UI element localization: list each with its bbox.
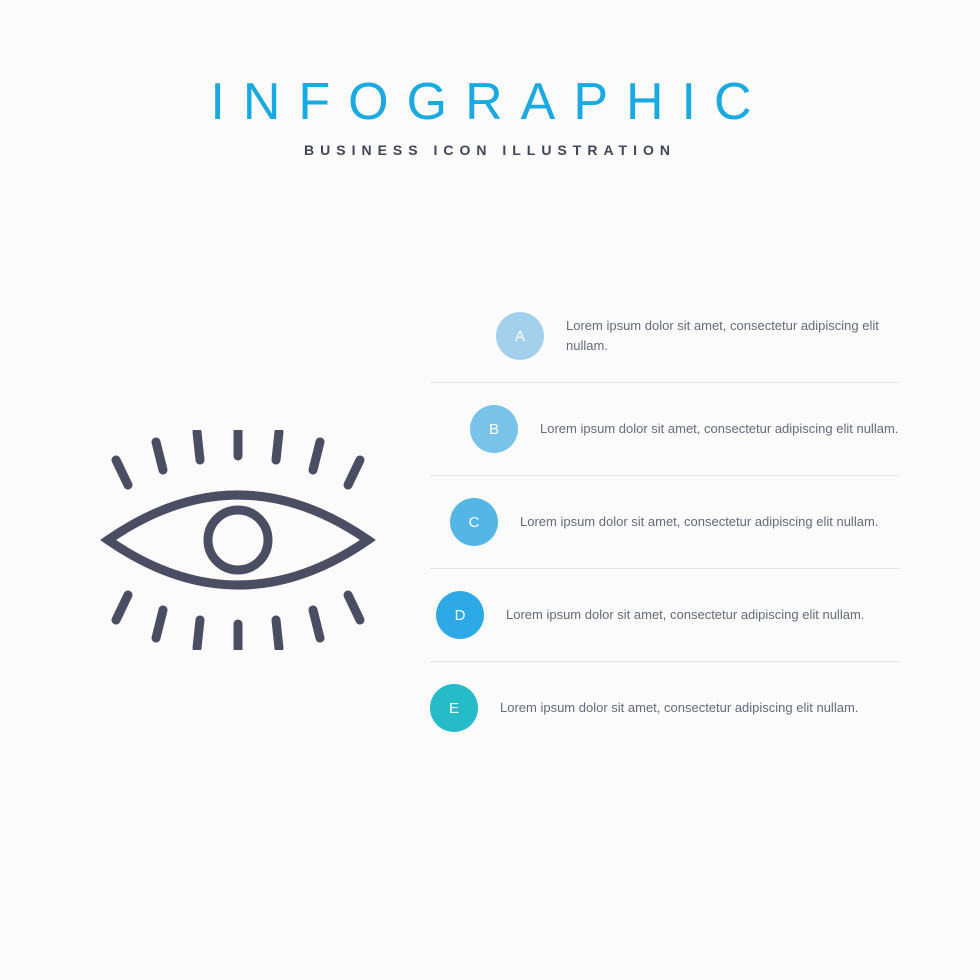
step-row: B Lorem ipsum dolor sit amet, consectetur…: [430, 383, 900, 476]
step-row: E Lorem ipsum dolor sit amet, consectetur…: [430, 662, 900, 754]
step-row: D Lorem ipsum dolor sit amet, consectetur…: [430, 569, 900, 662]
step-row: A Lorem ipsum dolor sit amet, consectetur…: [430, 290, 900, 383]
step-row: C Lorem ipsum dolor sit amet, consectetur…: [430, 476, 900, 569]
steps-list: A Lorem ipsum dolor sit amet, consectetur…: [430, 290, 900, 754]
step-text: Lorem ipsum dolor sit amet, consectetur …: [540, 419, 900, 439]
step-text: Lorem ipsum dolor sit amet, consectetur …: [500, 698, 900, 718]
step-circle-e: E: [430, 684, 478, 732]
page-title: INFOGRAPHIC: [0, 72, 980, 132]
step-circle-a: A: [496, 312, 544, 360]
main-content: A Lorem ipsum dolor sit amet, consectetur…: [0, 290, 980, 980]
step-text: Lorem ipsum dolor sit amet, consectetur …: [506, 605, 900, 625]
page-subtitle: BUSINESS ICON ILLUSTRATION: [0, 142, 980, 158]
step-circle-b: B: [470, 405, 518, 453]
step-circle-d: D: [436, 591, 484, 639]
step-text: Lorem ipsum dolor sit amet, consectetur …: [566, 316, 900, 356]
step-text: Lorem ipsum dolor sit amet, consectetur …: [520, 512, 900, 532]
eye-icon: [78, 430, 398, 650]
step-circle-c: C: [450, 498, 498, 546]
header: INFOGRAPHIC BUSINESS ICON ILLUSTRATION: [0, 0, 980, 158]
